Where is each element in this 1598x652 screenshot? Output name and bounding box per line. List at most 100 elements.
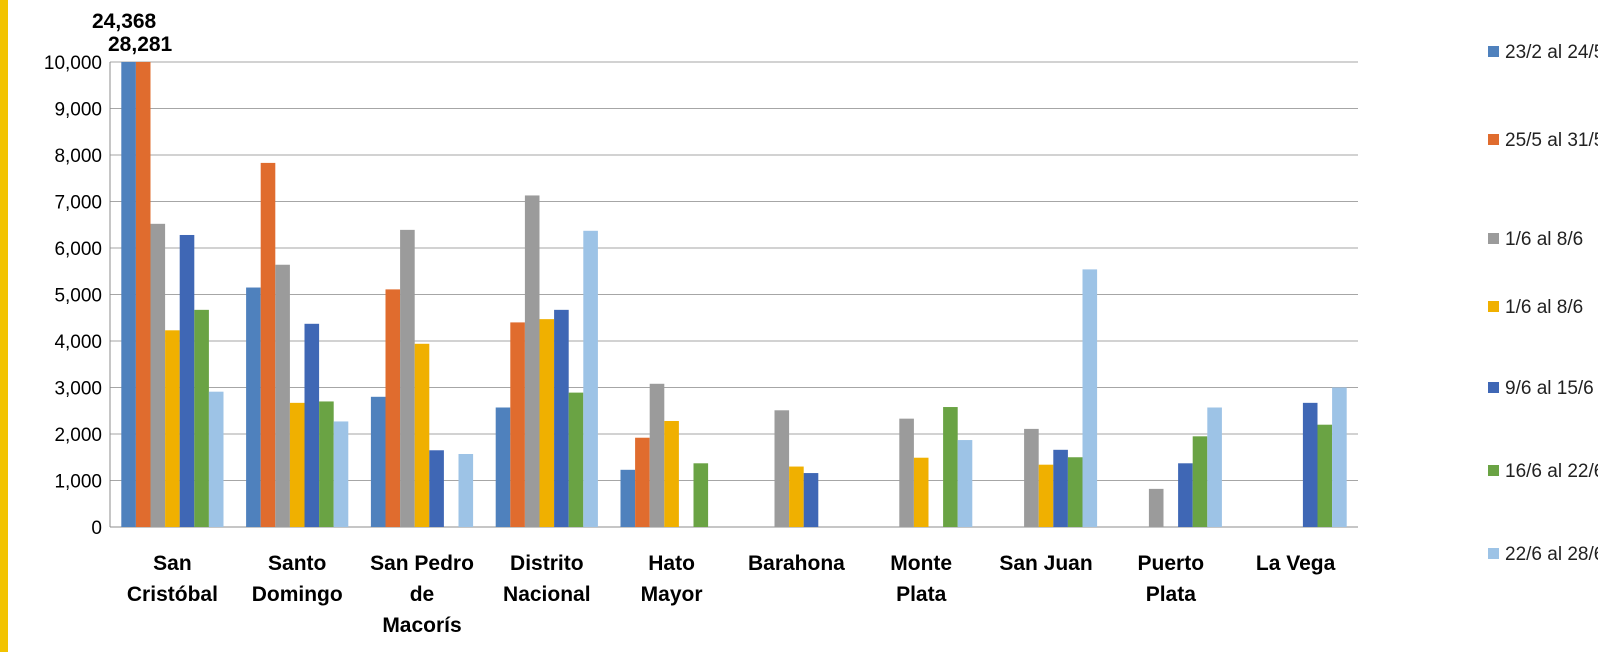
bar <box>1038 464 1054 527</box>
x-tick-label: Domingo <box>252 583 343 606</box>
bar <box>510 322 525 527</box>
x-tick-label: Puerto <box>1138 552 1205 575</box>
y-tick-label: 3,000 <box>54 379 102 400</box>
legend-swatch <box>1488 465 1499 477</box>
data-label: 24,368 <box>92 10 157 33</box>
y-tick-label: 4,000 <box>54 332 102 353</box>
x-tick-label: San Pedro <box>370 552 474 575</box>
y-tick-label: 2,000 <box>54 425 102 446</box>
bar <box>774 410 790 527</box>
bar <box>635 437 650 527</box>
bar <box>568 392 584 527</box>
y-tick-label: 10,000 <box>44 53 102 74</box>
bar <box>1053 449 1068 527</box>
bar <box>179 234 195 528</box>
bar <box>165 330 180 527</box>
legend-item: 1/6 al 8/6 <box>1488 297 1583 319</box>
bar <box>319 401 334 527</box>
legend-item: 25/5 al 31/5 <box>1488 130 1598 152</box>
legend-item: 9/6 al 15/6 <box>1488 378 1594 400</box>
bar <box>495 407 511 527</box>
bar <box>370 396 386 527</box>
y-tick-label: 6,000 <box>54 239 102 260</box>
bar <box>1317 424 1333 527</box>
bar <box>664 420 679 527</box>
legend-label: 16/6 al 22/6 <box>1505 461 1598 482</box>
bar <box>275 264 290 527</box>
bar <box>385 289 401 527</box>
data-label: 28,281 <box>108 33 173 56</box>
x-tick-label: Monte <box>890 552 952 575</box>
legend-swatch <box>1488 548 1499 560</box>
y-tick-label: 5,000 <box>54 286 102 307</box>
bar <box>429 450 444 527</box>
bar <box>150 223 166 527</box>
bar <box>260 162 276 527</box>
bar <box>789 466 804 527</box>
bar <box>1082 269 1098 527</box>
legend-label: 22/6 al 28/6 <box>1505 544 1598 565</box>
y-tick-label: 1,000 <box>54 472 102 493</box>
bar <box>649 383 665 527</box>
bar-chart: 0 1,000 2,000 3,000 4,000 5,000 6,000 7,000 8,00… <box>44 10 1358 637</box>
bar <box>135 62 151 527</box>
y-tick-label: 7,000 <box>54 193 102 214</box>
legend-label: 1/6 al 8/6 <box>1505 297 1584 318</box>
bar <box>1192 436 1208 527</box>
x-tick-label: Macorís <box>382 614 461 637</box>
left-accent-strip <box>0 0 8 652</box>
legend-swatch <box>1488 233 1499 245</box>
y-tick-label: 0 <box>91 518 102 539</box>
bar <box>1178 463 1193 527</box>
bar <box>458 453 474 527</box>
bar <box>1302 402 1318 527</box>
legend-swatch <box>1488 134 1499 146</box>
x-tick-label: Distrito <box>510 552 584 575</box>
y-tick-label: 9,000 <box>54 100 102 121</box>
bar <box>524 195 540 527</box>
bar <box>208 391 224 527</box>
bar <box>913 457 929 527</box>
x-tick-label: San Juan <box>999 552 1092 575</box>
x-tick-label: de <box>410 583 435 606</box>
bar <box>1207 407 1222 527</box>
bar <box>943 407 958 527</box>
bar <box>539 319 555 527</box>
bar <box>400 229 415 528</box>
legend-label: 25/5 al 31/5 <box>1505 130 1598 151</box>
bar <box>620 469 636 527</box>
bar <box>121 62 136 527</box>
bar <box>1067 457 1083 527</box>
bar <box>957 440 973 527</box>
legend-swatch <box>1488 46 1499 58</box>
y-tick-label: 8,000 <box>54 146 102 167</box>
bar <box>899 418 914 527</box>
legend-label: 1/6 al 8/6 <box>1505 229 1584 250</box>
x-tick-label: Cristóbal <box>127 583 218 606</box>
legend-label: 23/2 al 24/5 <box>1505 42 1598 63</box>
legend-swatch <box>1488 301 1499 313</box>
legend-swatch <box>1488 382 1499 394</box>
x-tick-label: La Vega <box>1256 552 1336 575</box>
bar <box>414 343 430 527</box>
bar <box>693 463 709 527</box>
legend-label: 9/6 al 15/6 <box>1505 378 1594 399</box>
legend-item: 22/6 al 28/6 <box>1488 544 1598 566</box>
legend-item: 16/6 al 22/6 <box>1488 461 1598 483</box>
bar <box>1332 387 1347 527</box>
x-tick-label: Hato <box>648 552 695 575</box>
bar <box>1148 488 1164 527</box>
x-tick-label: Barahona <box>748 552 845 575</box>
bar <box>803 473 819 527</box>
legend-item: 1/6 al 8/6 <box>1488 229 1583 251</box>
x-tick-label: Plata <box>896 583 947 606</box>
x-tick-label: Plata <box>1146 583 1197 606</box>
bar <box>194 309 209 527</box>
legend-item: 23/2 al 24/5 <box>1488 42 1598 64</box>
bar <box>289 402 305 527</box>
x-tick-label: Santo <box>268 552 326 575</box>
x-tick-label: Nacional <box>503 583 591 606</box>
bar <box>554 309 569 527</box>
bar <box>583 230 598 528</box>
bar <box>1024 428 1039 527</box>
